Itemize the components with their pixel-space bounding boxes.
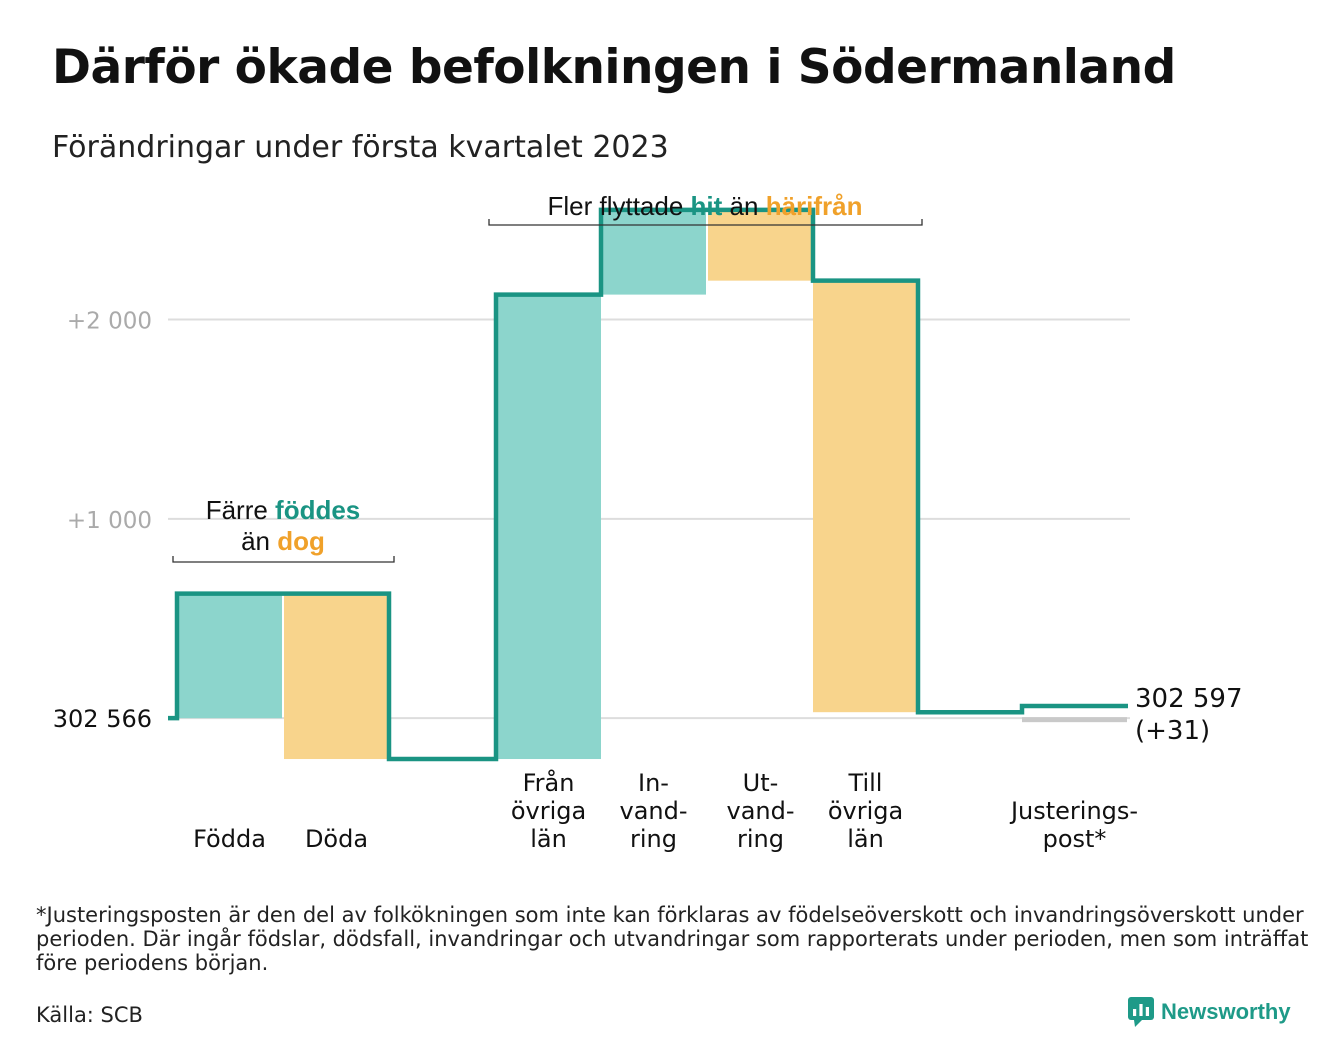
y-tick-label: +2 000 xyxy=(67,309,152,335)
annotation-part: Fler flyttade xyxy=(547,191,690,221)
annotation-part: hit xyxy=(691,191,723,221)
y-tick-label: +1 000 xyxy=(67,508,152,534)
start-value-label: 302 566 xyxy=(53,705,152,733)
annotation-part: föddes xyxy=(275,495,360,525)
line-layer xyxy=(168,207,1128,762)
annotation-part: dog xyxy=(277,526,325,556)
bar-till_ovriga_lan xyxy=(813,280,918,713)
newsworthy-logo-icon xyxy=(1128,997,1154,1027)
bar-fran_ovriga_lan xyxy=(496,294,601,760)
annotation-part: Färre xyxy=(206,495,275,525)
annotation-part: härifrån xyxy=(766,191,863,221)
end-change-label: (+31) xyxy=(1135,716,1210,746)
annotation-births-line2: än dog xyxy=(241,526,325,556)
annotation-part: än xyxy=(241,526,277,556)
category-label-utvandring: ring xyxy=(737,825,784,853)
category-label-justeringspost: post* xyxy=(1043,825,1107,853)
footnote: *Justeringsposten är den del av folkökni… xyxy=(36,903,1309,975)
category-label-till_ovriga_lan: län xyxy=(847,825,884,853)
category-label-invandring: vand- xyxy=(619,797,687,825)
brand-name: Newsworthy xyxy=(1161,999,1291,1024)
end-value-label: 302 597 xyxy=(1135,684,1243,714)
bar-justeringspost xyxy=(1022,717,1127,723)
bar-doda xyxy=(284,593,389,760)
annotation-moves-line: Fler flyttade hit än härifrån xyxy=(547,191,862,221)
category-label-invandring: ring xyxy=(630,825,677,853)
category-label-till_ovriga_lan: övriga xyxy=(828,797,903,825)
cumulative-step-line xyxy=(168,207,1128,762)
source-note: Källa: SCB xyxy=(36,1003,143,1027)
category-label-till_ovriga_lan: Till xyxy=(848,769,883,797)
category-label-fran_ovriga_lan: övriga xyxy=(511,797,586,825)
annotation-births-line1: Färre föddes xyxy=(206,495,361,525)
category-label-doda: Döda xyxy=(305,825,368,853)
bar-utvandring xyxy=(708,209,813,281)
category-label-fran_ovriga_lan: Från xyxy=(523,768,575,797)
category-label-utvandring: Ut- xyxy=(743,769,779,797)
annotation-part: än xyxy=(722,191,765,221)
brand-logo[interactable]: Newsworthy xyxy=(1128,997,1291,1027)
category-label-fran_ovriga_lan: län xyxy=(530,825,567,853)
chart-title: Därför ökade befolkningen i Södermanland xyxy=(52,40,1176,95)
bar-layer xyxy=(177,209,1127,760)
annotation-births-bracket xyxy=(172,556,395,563)
bar-fodda xyxy=(177,593,282,719)
annotation-moves-bracket xyxy=(488,219,923,226)
category-label-invandring: In- xyxy=(638,769,669,797)
chart-subtitle: Förändringar under första kvartalet 2023 xyxy=(52,130,669,165)
bar-invandring xyxy=(601,209,706,295)
category-label-fodda: Födda xyxy=(193,825,266,853)
category-label-utvandring: vand- xyxy=(726,797,794,825)
category-label-justeringspost: Justerings- xyxy=(1009,797,1138,825)
